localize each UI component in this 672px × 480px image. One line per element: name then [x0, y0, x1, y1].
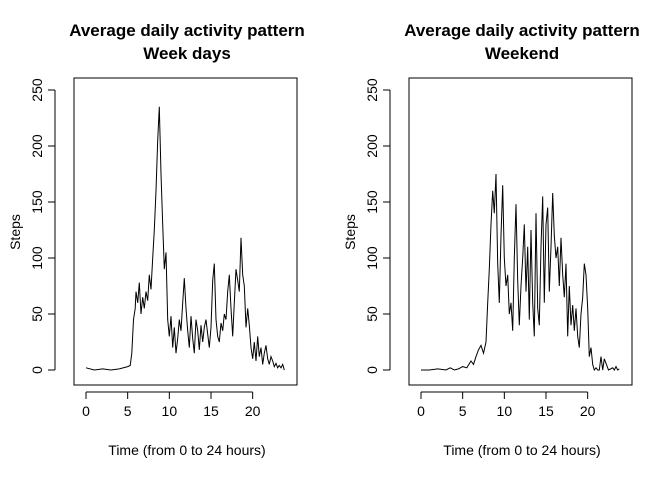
y-tick-label: 50: [364, 306, 380, 322]
y-tick-label: 150: [29, 190, 45, 214]
panel-title-weekdays: Average daily activity pattern: [69, 21, 305, 40]
y-axis-label-weekend: Steps: [342, 214, 358, 250]
y-axis-weekdays: 0 50 100 150 200 250: [29, 78, 56, 374]
x-tick-label: 0: [417, 403, 425, 419]
y-tick-label: 100: [364, 246, 380, 270]
plot-box-weekdays: [73, 77, 298, 386]
y-tick-label: 200: [364, 134, 380, 158]
y-axis-weekend: 0 50 100 150 200 250: [364, 78, 391, 374]
y-axis-label-weekdays: Steps: [7, 214, 23, 250]
panel-title-weekend: Average daily activity pattern: [404, 21, 640, 40]
x-axis-weekdays: 0 5 10 15 20: [82, 391, 261, 419]
x-tick-label: 15: [203, 403, 219, 419]
y-tick-label: 100: [29, 246, 45, 270]
y-tick-label: 0: [364, 366, 380, 374]
x-tick-label: 20: [245, 403, 261, 419]
series-line-weekend: [421, 173, 620, 372]
panel-weekdays: Average daily activity pattern Week days…: [7, 21, 305, 458]
x-axis-label-weekdays: Time (from 0 to 24 hours): [108, 442, 265, 458]
x-tick-label: 20: [580, 403, 596, 419]
x-axis-weekend: 0 5 10 15 20: [417, 391, 596, 419]
y-tick-label: 50: [29, 306, 45, 322]
x-tick-label: 15: [538, 403, 554, 419]
y-tick-label: 250: [29, 78, 45, 102]
panel-subtitle-weekdays: Week days: [143, 44, 231, 63]
x-tick-label: 10: [497, 403, 513, 419]
y-tick-label: 250: [364, 78, 380, 102]
panel-subtitle-weekend: Weekend: [485, 44, 559, 63]
series-line-weekdays: [85, 106, 285, 371]
x-tick-label: 5: [124, 403, 132, 419]
y-tick-label: 0: [29, 366, 45, 374]
x-tick-label: 5: [459, 403, 467, 419]
plot-box-weekend: [408, 77, 633, 386]
y-tick-label: 200: [29, 134, 45, 158]
x-tick-label: 10: [162, 403, 178, 419]
x-axis-label-weekend: Time (from 0 to 24 hours): [443, 442, 600, 458]
x-tick-label: 0: [82, 403, 90, 419]
y-tick-label: 150: [364, 190, 380, 214]
panel-weekend: Average daily activity pattern Weekend T…: [342, 21, 640, 458]
